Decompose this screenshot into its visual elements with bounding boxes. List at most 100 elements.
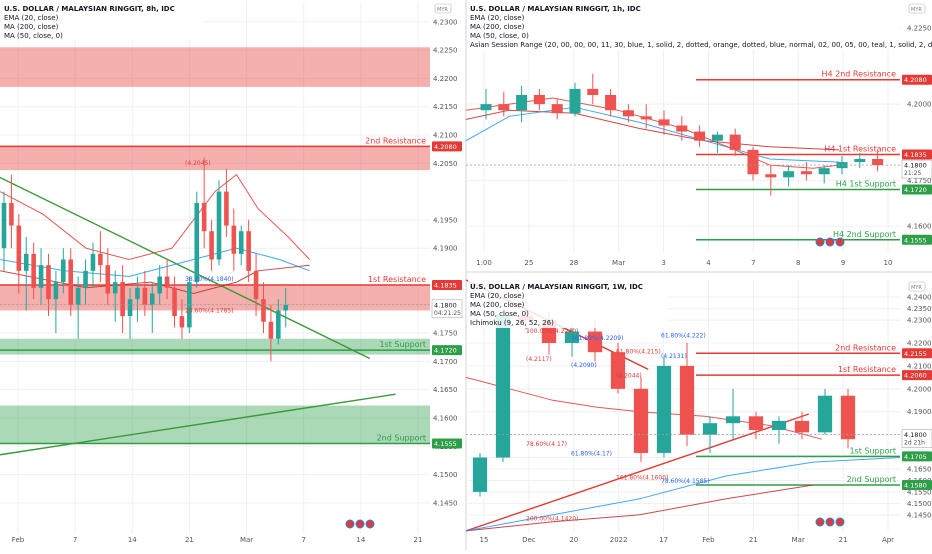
price-tag: [432, 345, 462, 356]
candle-body: [516, 94, 528, 111]
price-tag-text: 4.1555: [904, 236, 927, 244]
candle-body: [157, 276, 162, 294]
panel-header: U.S. DOLLAR / MALAYSIAN RINGGIT, 1W, IDC…: [468, 280, 668, 328]
candle-body: [480, 104, 492, 111]
level-label: 2nd Resistance: [835, 343, 896, 352]
candle-body: [656, 365, 672, 453]
event-flag-icon: [835, 237, 845, 247]
candle-body: [83, 270, 88, 288]
y-tick-label: 4.1500: [907, 500, 932, 508]
x-tick-label: Mar: [612, 259, 625, 267]
candle-body: [747, 149, 759, 175]
zone-resistance: [0, 47, 430, 87]
candle-body: [533, 94, 545, 105]
price-tag-text: 4.2080: [904, 76, 927, 84]
candle-body: [246, 231, 251, 271]
price-tag-text: 4.1705: [904, 453, 927, 461]
y-tick-label: 4.2300: [433, 18, 458, 26]
candle-body: [172, 287, 177, 317]
fib-label: 78.60%(4.17): [526, 441, 567, 448]
ma200-line: [465, 484, 814, 532]
candle-body: [201, 202, 207, 232]
y-tick-label: 4.1900: [433, 245, 458, 253]
level-label: H4 1st Resistance: [824, 144, 896, 153]
level-label: 1st Resistance: [838, 365, 896, 374]
y-tick-label: 4.1550: [907, 488, 932, 496]
x-tick-label: 1:00: [476, 259, 492, 267]
chart-title: U.S. DOLLAR / MALAYSIAN RINGGIT, 1W, IDC: [470, 283, 643, 291]
y-tick-label: 4.2200: [433, 75, 458, 83]
price-tag-text: 4.2080: [434, 143, 457, 151]
current-price-tag: [901, 429, 932, 448]
price-tag: [432, 438, 462, 449]
price-tag-text: 4.1555: [434, 440, 457, 448]
trendline: [0, 393, 396, 456]
x-tick-label: Apr: [882, 536, 894, 544]
price-tag-text: 4.2155: [904, 350, 927, 358]
header-backdrop: [468, 2, 898, 50]
level-label: 2nd Resistance: [365, 136, 426, 145]
candle-body: [854, 159, 866, 163]
candle-body: [610, 352, 626, 389]
y-tick-label: 4.2100: [907, 362, 932, 370]
y-tick-label: 4.2300: [907, 317, 932, 325]
current-price-tag: [901, 159, 932, 179]
candle-body: [127, 299, 133, 317]
level-label: 2nd Support: [377, 433, 426, 442]
indicator-label: EMA (20, close): [470, 292, 525, 300]
fib-label: (4.2045): [185, 160, 211, 167]
y-tick-label: 4.1750: [433, 330, 458, 338]
candle-body: [238, 231, 244, 254]
candle-body: [164, 276, 170, 288]
fib-label: 161.80%(4.1600): [616, 474, 668, 481]
y-tick-label: 4.1600: [907, 223, 932, 231]
currency-badge: [908, 281, 926, 292]
candle-body: [120, 282, 125, 317]
candle-body: [622, 110, 634, 117]
zone-support: [0, 405, 430, 444]
price-tag-text: 4.1720: [904, 186, 927, 194]
x-tick-label: 25: [524, 259, 533, 267]
candle-body: [711, 134, 723, 141]
indicator-label: Asian Session Range (20, 00, 00, 00, 11,…: [470, 41, 932, 49]
candle-body: [253, 270, 259, 300]
candle-body: [658, 119, 670, 126]
candle-body: [640, 116, 652, 120]
x-tick-label: 21: [839, 536, 848, 544]
y-tick-label: 4.1650: [433, 386, 458, 394]
y-tick-label: 4.2350: [907, 305, 932, 313]
currency-code: MYR: [911, 285, 922, 291]
panel-bottom-right: 4.2400 4.2350 4.2300 4.2200 4.2100 4.2000 4.19…: [465, 279, 932, 544]
indicator-label: MA (200, close): [470, 23, 525, 31]
x-tick-label: 14: [128, 536, 137, 544]
candle-body: [112, 282, 118, 294]
candle-body: [216, 191, 222, 260]
candle-body: [16, 225, 22, 271]
candle-body: [605, 94, 617, 111]
fib-label: 61.80%(4.215): [616, 348, 661, 355]
indicator-label: MA (50, close, 0): [470, 32, 529, 40]
price-tag: [902, 348, 932, 359]
y-tick-label: 4.1950: [433, 216, 458, 224]
candle-body: [702, 423, 718, 435]
price-tag: [902, 149, 932, 160]
y-tick-label: 4.1900: [907, 408, 932, 416]
price-tag: [432, 141, 462, 152]
candle-body: [679, 365, 695, 435]
header-backdrop: [2, 2, 202, 41]
candle-body: [61, 259, 66, 283]
price-tag: [902, 74, 932, 85]
y-tick-label: 4.1650: [907, 466, 932, 474]
y-tick-label: 4.2250: [907, 24, 932, 32]
candle-body: [53, 282, 59, 300]
candle-body: [694, 131, 706, 141]
fib-label: (4.2131): [661, 353, 687, 360]
candle-body: [90, 253, 96, 271]
x-tick-label: 17: [659, 536, 668, 544]
level-label: 1st Resistance: [368, 275, 426, 284]
price-tag-text: 4.1835: [904, 151, 927, 159]
candle-body: [98, 253, 103, 266]
y-tick-label: 4.1450: [907, 511, 932, 519]
x-tick-label: 7: [751, 259, 755, 267]
